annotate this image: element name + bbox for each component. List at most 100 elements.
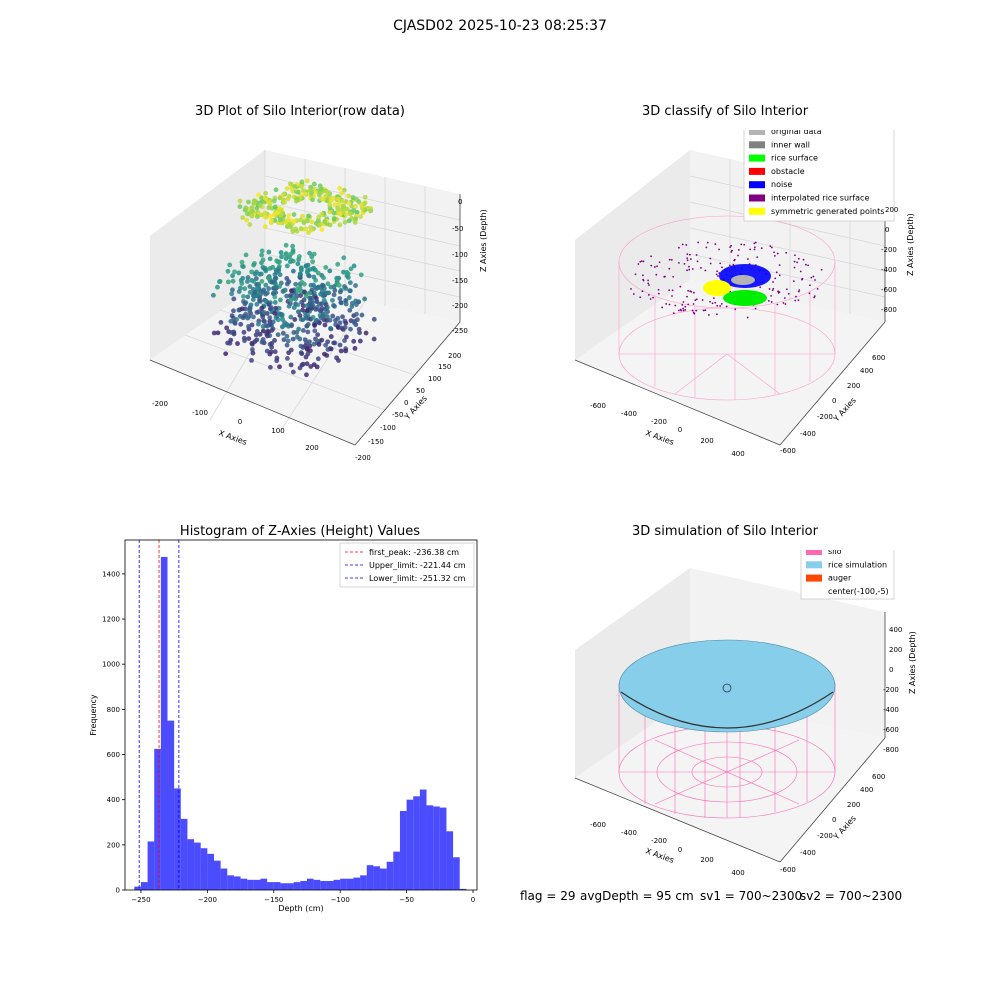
raw-point xyxy=(343,286,349,291)
raw-point xyxy=(297,336,303,342)
interpolated-point xyxy=(754,307,757,310)
raw-point xyxy=(273,187,279,193)
interpolated-point xyxy=(747,258,749,260)
legend-label: Upper_limit: -221.44 cm xyxy=(369,561,466,570)
histogram-bar xyxy=(154,748,161,890)
interpolated-point xyxy=(778,264,781,267)
raw-point xyxy=(352,345,358,351)
raw-point xyxy=(316,342,322,347)
histogram-bar xyxy=(433,806,440,890)
raw-point xyxy=(331,284,337,289)
z-tick: -600 xyxy=(883,726,899,734)
symmetric-points-cluster xyxy=(703,280,731,296)
raw-point xyxy=(257,203,263,208)
raw-point xyxy=(262,319,267,324)
raw-point xyxy=(362,200,368,206)
raw-point xyxy=(317,222,323,228)
raw-point xyxy=(252,289,258,295)
raw-point xyxy=(309,227,314,233)
raw-point xyxy=(286,213,292,218)
interpolated-point xyxy=(709,257,712,260)
histogram-bar xyxy=(326,880,334,890)
raw-point xyxy=(293,281,299,287)
interpolated-point xyxy=(677,309,680,312)
raw-point xyxy=(238,321,244,327)
y-tick: -600 xyxy=(780,447,796,455)
raw-point xyxy=(288,297,294,303)
interpolated-point xyxy=(714,243,717,245)
raw-point xyxy=(317,320,322,326)
raw-point xyxy=(323,302,329,308)
y-tick: 100 xyxy=(428,375,441,383)
raw-point xyxy=(327,268,333,274)
plot-frame xyxy=(124,539,478,891)
raw-point xyxy=(301,297,307,303)
interpolated-point xyxy=(820,268,823,271)
raw-point xyxy=(322,351,327,357)
raw-point xyxy=(215,330,221,336)
raw-point xyxy=(282,199,287,205)
raw-point xyxy=(358,214,363,220)
raw-point xyxy=(323,193,329,199)
interpolated-point xyxy=(749,248,751,251)
floor-pane xyxy=(575,280,885,445)
raw-point xyxy=(360,206,365,211)
legend-swatch xyxy=(749,194,765,202)
raw-point xyxy=(277,364,282,370)
raw-point xyxy=(269,344,275,350)
raw-point xyxy=(260,257,266,263)
interpolated-point xyxy=(630,287,632,290)
z-axis-label: Z Axies (Depth) xyxy=(908,631,917,694)
raw-point xyxy=(306,273,312,279)
raw-point xyxy=(244,211,250,217)
interpolated-point xyxy=(649,298,652,300)
interpolated-point xyxy=(688,265,690,268)
raw-point xyxy=(344,269,350,275)
raw-point xyxy=(290,243,296,249)
raw-point xyxy=(281,323,287,328)
raw-point xyxy=(242,301,248,307)
raw-point xyxy=(321,286,327,291)
interpolated-point xyxy=(785,251,788,254)
raw-point xyxy=(353,298,359,304)
rice-surface-simulation xyxy=(618,639,836,733)
raw-point xyxy=(246,324,251,329)
y-tick: -400 xyxy=(800,849,816,857)
raw-point xyxy=(338,348,344,354)
y-tick: -200 xyxy=(817,832,833,840)
raw-point xyxy=(312,285,318,291)
raw-point xyxy=(284,333,290,339)
raw-point xyxy=(330,313,336,319)
interpolated-point xyxy=(691,268,694,270)
interpolated-point xyxy=(793,266,796,269)
raw-point xyxy=(288,251,294,257)
raw-point xyxy=(298,217,303,223)
histogram-bar xyxy=(240,878,248,890)
histogram-bar xyxy=(280,883,288,890)
raw-point xyxy=(312,323,318,328)
raw-point xyxy=(298,343,304,349)
raw-point xyxy=(232,269,237,275)
histogram-bar xyxy=(247,879,254,890)
raw-point xyxy=(270,264,276,270)
raw-point xyxy=(346,218,352,224)
interpolated-point xyxy=(760,247,763,250)
raw-point xyxy=(319,211,325,217)
y-tick: -100 xyxy=(380,424,396,432)
raw-point xyxy=(278,212,284,218)
x-tick-label: −150 xyxy=(264,896,283,904)
raw-point xyxy=(262,214,268,219)
interpolated-point xyxy=(687,289,690,292)
x-tick: -200 xyxy=(651,418,667,426)
raw-point xyxy=(266,302,272,307)
raw-point xyxy=(351,263,357,269)
histogram-bar xyxy=(393,851,400,890)
raw-point xyxy=(348,326,353,332)
raw-point xyxy=(359,312,365,318)
simulation-plot-title: 3D simulation of Silo Interior xyxy=(632,524,818,539)
x-axis-label: X Axies xyxy=(217,428,248,447)
raw-point xyxy=(240,263,245,269)
raw-point xyxy=(230,273,235,279)
histogram-bar xyxy=(147,841,155,890)
histogram-bar xyxy=(227,875,234,890)
